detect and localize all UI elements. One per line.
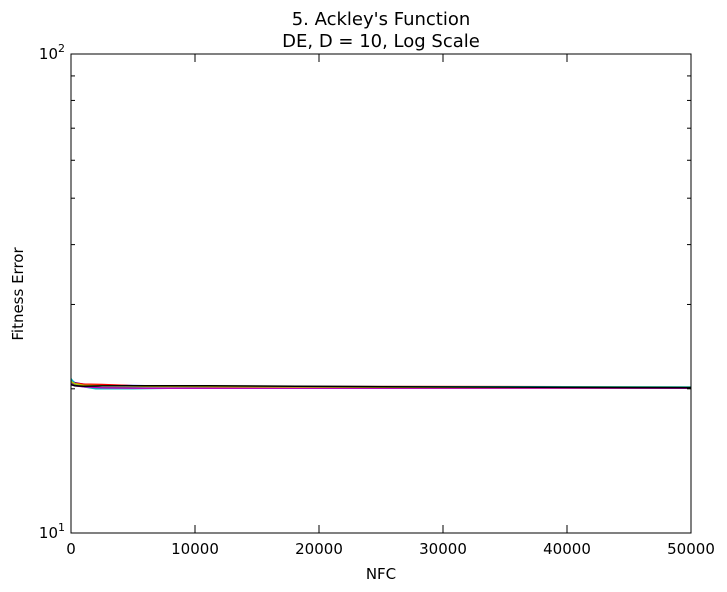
x-tick-layer: 0 10000 20000 30000 40000 50000 — [66, 54, 715, 558]
chart-title-line2: DE, D = 10, Log Scale — [282, 31, 480, 52]
x-tick-label: 0 — [66, 540, 76, 558]
chart-title-line1: 5. Ackley's Function — [292, 9, 471, 30]
x-tick-label: 40000 — [543, 540, 591, 558]
x-tick-label: 20000 — [295, 540, 343, 558]
plot-frame — [70, 53, 692, 534]
series-line-7 — [70, 383, 692, 389]
y-tick-label: 102 — [39, 42, 65, 63]
x-tick-label: 10000 — [171, 540, 219, 558]
series-layer — [70, 378, 692, 390]
y-tick-label: 101 — [39, 521, 65, 542]
y-tick-layer: 101 102 — [39, 42, 691, 542]
x-axis-label: NFC — [366, 565, 396, 583]
y-axis-label: Fitness Error — [9, 247, 27, 341]
x-tick-label: 50000 — [667, 540, 715, 558]
x-tick-label: 30000 — [419, 540, 467, 558]
